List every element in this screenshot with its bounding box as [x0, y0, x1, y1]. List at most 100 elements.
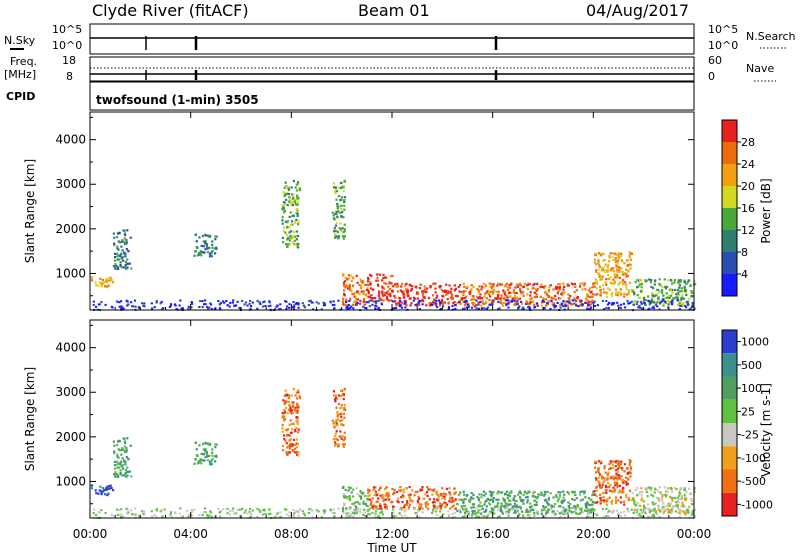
velocity-echo-cell — [340, 415, 343, 418]
power-ground-cell — [477, 303, 480, 306]
velocity-echo-cell — [666, 490, 669, 493]
power-ground-cell — [656, 305, 659, 308]
velocity-echo-cell — [283, 438, 286, 441]
power-ground-cell — [350, 305, 353, 308]
velocity-ground-cell — [510, 508, 513, 511]
velocity-echo-cell — [402, 491, 405, 494]
power-echo-cell — [628, 255, 631, 258]
power-echo-cell — [498, 297, 501, 300]
power-ground-cell — [209, 302, 212, 305]
power-ground-cell — [288, 303, 291, 306]
power-echo-cell — [617, 270, 620, 273]
power-echo-cell — [405, 282, 408, 286]
velocity-echo-cell — [501, 491, 504, 494]
velocity-ground-cell — [243, 511, 246, 514]
velocity-echo-cell — [443, 493, 446, 496]
velocity-echo-cell — [572, 491, 575, 494]
velocity-echo-cell — [613, 481, 616, 484]
velocity-echo-cell — [359, 510, 362, 514]
power-echo-cell — [643, 297, 646, 300]
power-ground-cell — [376, 308, 379, 311]
power-ground-cell — [497, 308, 500, 311]
velocity-echo-cell — [518, 496, 522, 499]
power-echo-cell — [513, 303, 516, 306]
power-echo-cell — [283, 211, 286, 214]
velocity-echo-cell — [490, 491, 493, 494]
velocity-ground-cell — [522, 515, 525, 518]
velocity-echo-cell — [490, 507, 493, 510]
power-echo-cell — [466, 302, 469, 305]
velocity-echo-cell — [544, 506, 548, 509]
velocity-ground-cell — [264, 513, 267, 515]
velocity-ground-cell — [218, 511, 221, 514]
velocity-ground-cell — [315, 509, 318, 512]
power-echo-cell — [449, 290, 452, 293]
power-echo-cell — [593, 285, 596, 288]
velocity-echo-cell — [579, 512, 582, 515]
power-echo-cell — [335, 198, 338, 201]
power-echo-cell — [366, 295, 369, 298]
velocity-echo-cell — [443, 498, 446, 501]
power-ground-cell — [605, 300, 608, 302]
power-echo-cell — [624, 272, 627, 275]
power-ground-cell — [479, 301, 482, 304]
power-echo-cell — [607, 263, 610, 266]
velocity-echo-cell — [591, 507, 594, 510]
velocity-ground-cell — [302, 512, 305, 515]
power-ground-cell — [691, 301, 694, 304]
power-echo-region — [341, 273, 369, 307]
power-echo-cell — [117, 267, 120, 270]
power-ground-cell — [190, 301, 193, 303]
velocity-ground-cell — [286, 513, 289, 516]
velocity-echo-cell — [342, 393, 345, 396]
power-ground-cell — [120, 305, 123, 308]
velocity-echo-cell — [343, 404, 346, 407]
power-echo-cell — [622, 292, 625, 295]
velocity-echo-cell — [336, 413, 339, 416]
velocity-echo-cell — [635, 494, 639, 497]
velocity-ground-cell — [400, 514, 403, 517]
power-echo-cell — [508, 300, 511, 303]
velocity-ground-cell — [218, 515, 221, 518]
velocity-echo-cell — [533, 499, 537, 502]
power-echo-cell — [346, 285, 349, 288]
power-echo-cell — [596, 293, 599, 296]
velocity-echo-cell — [555, 495, 558, 498]
velocity-echo-cell — [535, 501, 538, 504]
power-echo-cell — [586, 293, 589, 296]
velocity-echo-cell — [117, 475, 120, 478]
power-ground-cell — [437, 299, 441, 302]
velocity-ground-cell — [377, 507, 380, 510]
velocity-echo-cell — [343, 387, 346, 390]
power-echo-cell — [112, 232, 115, 235]
velocity-echo-cell — [211, 457, 214, 461]
velocity-echo-cell — [286, 400, 289, 403]
power-echo-cell — [568, 299, 571, 302]
power-echo-cell — [514, 297, 518, 300]
velocity-echo-cell — [281, 416, 284, 419]
power-echo-cell — [286, 245, 289, 248]
velocity-echo-cell — [580, 510, 583, 513]
velocity-echo-cell — [492, 496, 496, 500]
power-echo-cell — [364, 293, 367, 296]
velocity-echo-cell — [625, 496, 628, 499]
power-echo-cell — [475, 304, 478, 307]
power-ground-cell — [610, 303, 613, 306]
velocity-echo-cell — [199, 460, 202, 463]
power-echo-cell — [501, 283, 504, 286]
power-echo-cell — [640, 286, 643, 289]
power-echo-cell — [617, 283, 620, 286]
power-ground-cell — [550, 300, 553, 303]
velocity-echo-cell — [589, 511, 592, 514]
power-ground-cell — [256, 299, 259, 302]
velocity-ground-cell — [173, 511, 176, 514]
velocity-ground-cell — [507, 514, 510, 517]
power-echo-cell — [286, 192, 289, 195]
velocity-ground-cell — [232, 507, 235, 510]
power-echo-cell — [665, 292, 668, 295]
power-echo-cell — [597, 252, 600, 255]
power-ground-cell — [174, 304, 177, 307]
power-echo-cell — [625, 285, 628, 288]
power-echo-cell — [118, 258, 121, 261]
velocity-echo-cell — [282, 414, 285, 417]
